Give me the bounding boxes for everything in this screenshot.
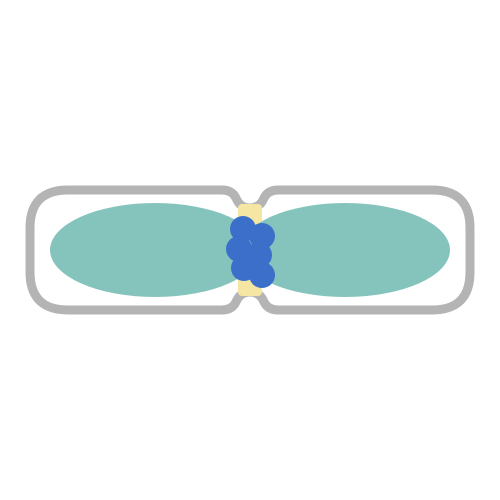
cluster-dot bbox=[249, 262, 275, 288]
cell-division-diagram bbox=[0, 0, 500, 500]
